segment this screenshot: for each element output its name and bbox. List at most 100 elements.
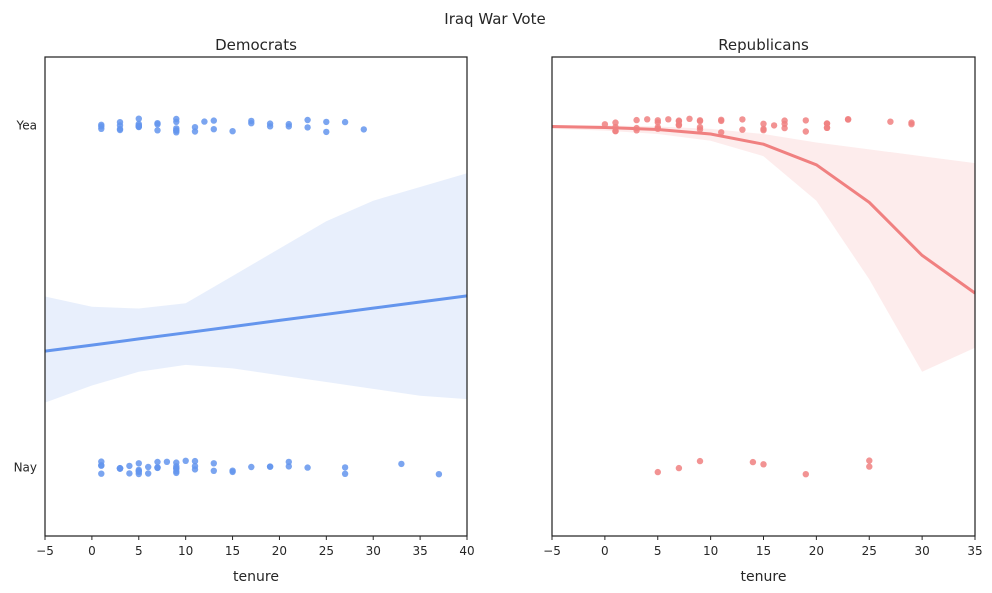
x-tick-label: 30 — [914, 544, 929, 558]
data-point-yea — [686, 115, 693, 123]
data-point-nay — [154, 464, 161, 471]
data-point-nay — [341, 470, 349, 477]
data-point-nay — [116, 465, 124, 472]
data-point-yea — [612, 119, 619, 126]
confidence-band — [552, 125, 975, 372]
x-tick-label: 20 — [272, 544, 287, 558]
data-point-yea — [173, 127, 180, 134]
data-point-nay — [266, 463, 274, 470]
x-tick-label: 15 — [756, 544, 771, 558]
data-point-yea — [323, 118, 330, 126]
data-point-nay — [866, 457, 873, 464]
data-point-yea — [781, 124, 788, 132]
data-point-nay — [173, 468, 180, 475]
panel-democrats: Democrats −5 0 5 10 15 20 25 30 35 40 Yea Nay tenure — [14, 36, 475, 585]
data-point-nay — [675, 464, 683, 472]
x-tick-label: −5 — [36, 544, 54, 558]
plot-area — [552, 115, 975, 478]
chart-suptitle: Iraq War Vote — [444, 10, 545, 28]
x-tick-label: 0 — [601, 544, 609, 558]
data-point-nay — [173, 459, 180, 466]
data-point-nay — [749, 458, 757, 466]
data-point-nay — [304, 464, 311, 471]
data-point-yea — [696, 117, 704, 125]
x-tick-label: 10 — [703, 544, 718, 558]
y-tick-label: Yea — [16, 118, 37, 132]
data-point-yea — [154, 121, 161, 128]
data-point-nay — [98, 462, 105, 469]
data-point-nay — [126, 462, 133, 470]
data-point-yea — [266, 120, 274, 127]
data-point-nay — [285, 458, 292, 466]
data-point-yea — [201, 118, 208, 125]
x-tick-label: 30 — [366, 544, 381, 558]
data-point-nay — [191, 457, 199, 465]
data-point-nay — [248, 463, 255, 471]
data-point-yea — [173, 115, 180, 123]
data-point-yea — [760, 120, 767, 128]
x-tick-label: 5 — [135, 544, 143, 558]
x-tick-label: 10 — [178, 544, 193, 558]
x-tick-label: 35 — [967, 544, 982, 558]
regression-line — [552, 125, 975, 295]
data-point-yea — [116, 122, 124, 129]
data-point-yea — [98, 121, 105, 128]
x-tick-label: 25 — [319, 544, 334, 558]
data-point-yea — [823, 124, 831, 131]
data-point-nay — [154, 458, 161, 466]
data-point-nay — [210, 467, 217, 474]
x-axis-label: tenure — [741, 569, 787, 585]
data-point-yea — [802, 128, 809, 135]
data-point-nay — [654, 468, 661, 476]
data-point-nay — [341, 464, 349, 471]
data-point-yea — [323, 128, 330, 136]
data-point-yea — [210, 126, 217, 133]
data-point-yea — [154, 127, 161, 134]
data-point-nay — [802, 471, 809, 478]
data-point-yea — [908, 119, 915, 126]
data-point-yea — [341, 118, 349, 126]
data-point-nay — [229, 468, 236, 476]
data-point-yea — [654, 117, 661, 124]
x-tick-label: 25 — [862, 544, 877, 558]
data-point-nay — [285, 463, 292, 470]
data-point-nay — [126, 470, 133, 477]
data-point-nay — [210, 460, 217, 467]
panel-republicans: Republicans −5 0 5 10 15 20 25 30 35 tenure — [543, 36, 982, 585]
x-tick-label: 35 — [412, 544, 427, 558]
data-point-yea — [644, 116, 651, 123]
data-point-nay — [145, 463, 152, 471]
data-point-nay — [398, 460, 405, 468]
data-point-nay — [145, 470, 152, 477]
plot-area — [45, 115, 467, 478]
data-point-yea — [844, 116, 852, 123]
data-point-yea — [739, 126, 746, 133]
data-point-yea — [665, 116, 672, 123]
x-tick-label: 0 — [88, 544, 96, 558]
x-tick-label: 15 — [225, 544, 240, 558]
data-point-nay — [191, 462, 199, 470]
data-point-yea — [760, 127, 767, 134]
data-point-yea — [304, 116, 311, 124]
regression-line — [45, 294, 467, 353]
confidence-band — [45, 173, 467, 403]
data-point-yea — [135, 120, 142, 128]
data-point-nay — [760, 461, 767, 468]
data-point-yea — [601, 121, 609, 128]
data-point-yea — [802, 117, 809, 124]
data-point-yea — [633, 116, 640, 124]
axes-frame — [44, 56, 468, 537]
data-point-nay — [98, 470, 105, 477]
data-point-nay — [435, 471, 443, 478]
data-point-yea — [360, 126, 367, 133]
panel-title: Republicans — [718, 36, 809, 54]
y-tick-label: Nay — [14, 461, 37, 475]
data-point-nay — [182, 457, 189, 464]
x-tick-label: −5 — [543, 544, 561, 558]
data-point-yea — [229, 128, 236, 135]
data-point-yea — [770, 122, 778, 129]
x-tick-label: 20 — [809, 544, 824, 558]
x-tick-label: 40 — [459, 544, 474, 558]
data-point-yea — [675, 117, 683, 124]
